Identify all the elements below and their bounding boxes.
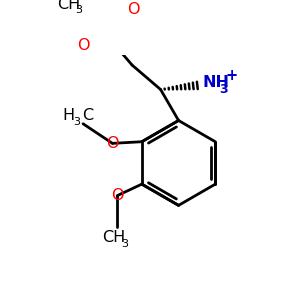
Text: 3: 3 [75,4,82,15]
Text: O: O [106,136,119,151]
Text: 3: 3 [121,239,128,249]
Text: C: C [82,108,94,123]
Text: +: + [226,68,238,83]
Text: NH: NH [202,75,229,90]
Text: 3: 3 [73,117,80,127]
Text: CH: CH [57,0,80,12]
Text: 3: 3 [219,83,228,96]
Text: H: H [62,108,74,123]
Text: O: O [77,38,89,53]
Text: O: O [111,188,124,203]
Text: CH: CH [102,230,126,245]
Text: O: O [128,2,140,17]
